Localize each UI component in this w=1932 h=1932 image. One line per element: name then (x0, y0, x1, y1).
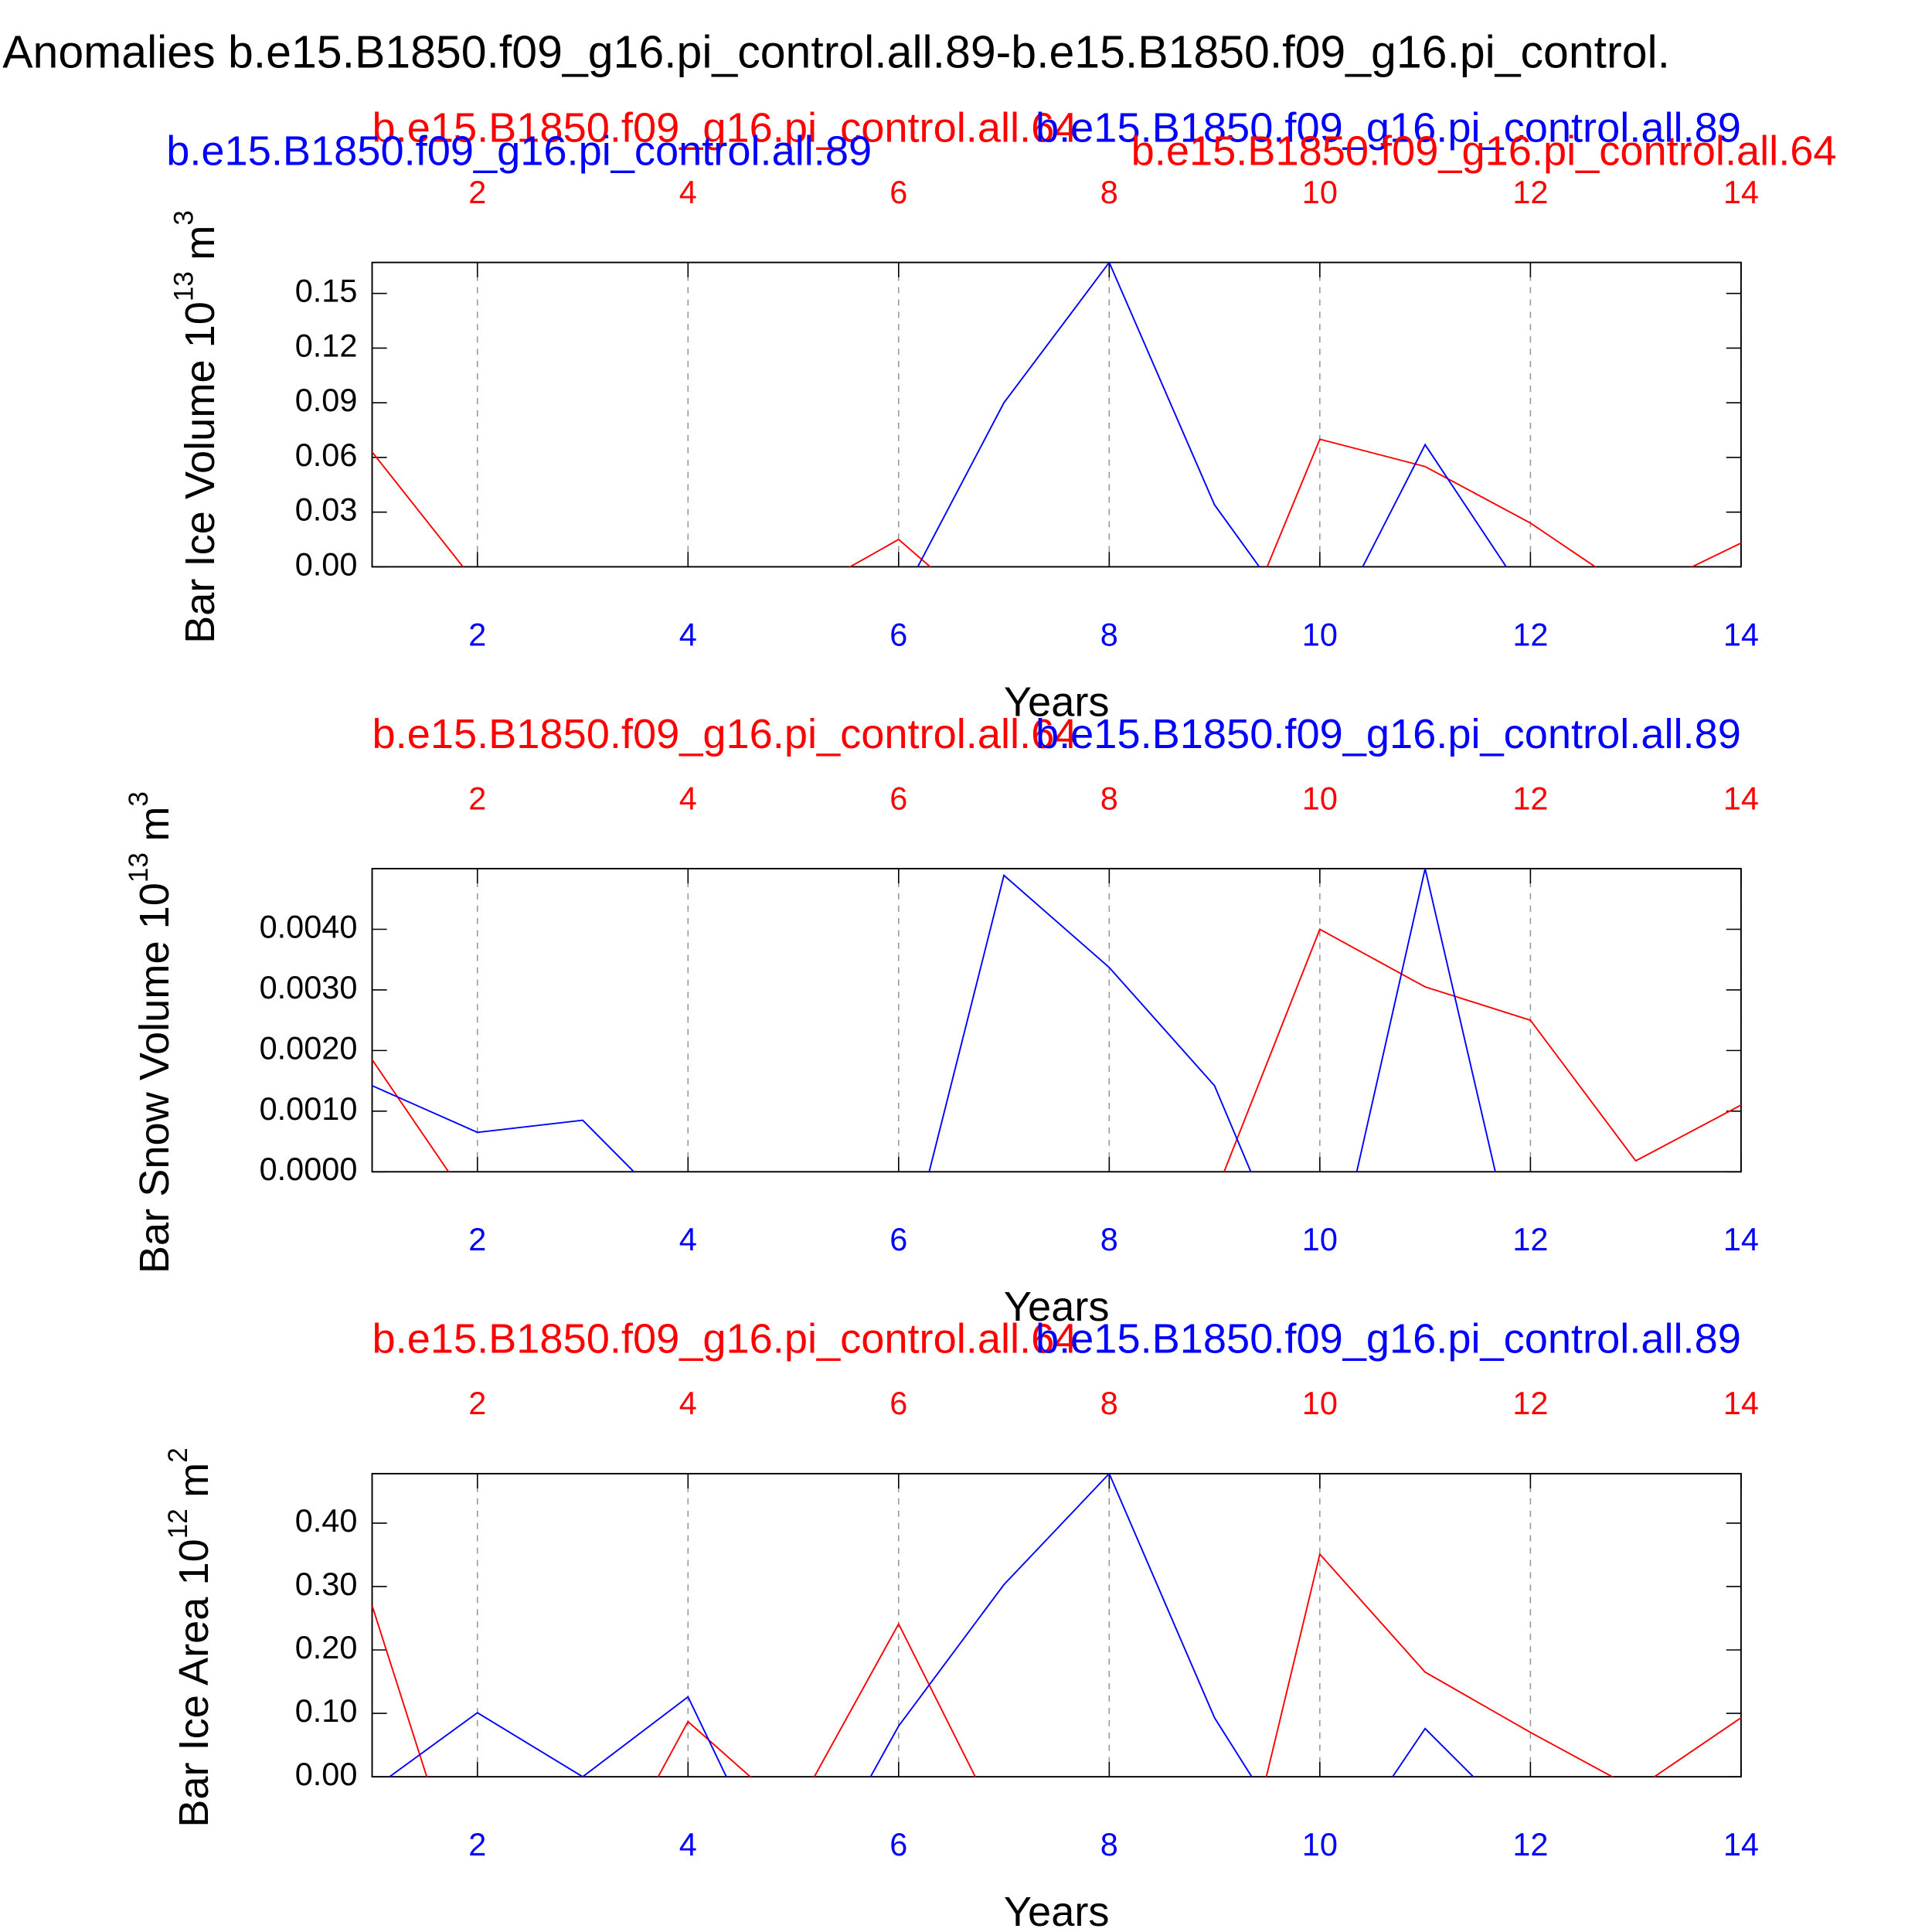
y-tick-label: 0.20 (295, 1629, 358, 1665)
x-tick-label-top: 4 (679, 1385, 697, 1421)
x-tick-label: 4 (679, 1221, 697, 1257)
y-label-exp: 13 (124, 852, 154, 883)
x-tick-label: 10 (1302, 1826, 1338, 1862)
y-label-text: Bar Ice Volume 10 (177, 301, 223, 644)
y-tick-label: 0.15 (295, 273, 358, 309)
series-line (372, 1553, 1741, 1777)
y-label-exp: 13 (169, 271, 199, 301)
x-tick-label-top: 6 (889, 174, 907, 210)
series-line (372, 869, 1496, 1172)
y-label-unit-exp: 3 (124, 791, 154, 807)
y-tick-label: 0.03 (295, 492, 358, 528)
y-tick-label: 0.0010 (260, 1090, 358, 1127)
y-tick-label: 0.12 (295, 327, 358, 363)
x-tick-label: 2 (468, 1221, 486, 1257)
x-tick-label-top: 10 (1302, 174, 1338, 210)
y-tick-label: 0.0020 (260, 1029, 358, 1066)
x-tick-label-top: 2 (468, 780, 486, 816)
x-tick-label: 14 (1723, 1826, 1759, 1862)
series-name: b.e15.B1850.f09_g16.pi_control.all.64 (372, 1316, 1078, 1362)
x-tick-label-top: 8 (1100, 780, 1118, 816)
x-tick-label: 12 (1512, 616, 1548, 652)
x-axis-label: Years (1004, 679, 1110, 725)
x-tick-label-top: 4 (679, 780, 697, 816)
y-tick-label: 0.06 (295, 437, 358, 473)
x-tick-label-top: 12 (1512, 1385, 1548, 1421)
x-tick-label-top: 6 (889, 1385, 907, 1421)
x-tick-label: 2 (468, 1826, 486, 1862)
y-tick-label: 0.30 (295, 1566, 358, 1602)
x-tick-label: 10 (1302, 616, 1338, 652)
series-line (917, 262, 1508, 567)
x-tick-label: 12 (1512, 1221, 1548, 1257)
x-tick-label-top: 10 (1302, 1385, 1338, 1421)
series-line (388, 1473, 1475, 1777)
x-tick-label: 12 (1512, 1826, 1548, 1862)
x-tick-label: 6 (889, 1826, 907, 1862)
x-tick-label: 4 (679, 616, 697, 652)
y-label-unit-exp: 3 (169, 210, 199, 226)
x-tick-label-top: 2 (468, 174, 486, 210)
series-name: b.e15.B1850.f09_g16.pi_control.all.89 (166, 128, 872, 175)
y-tick-label: 0.0040 (260, 908, 358, 944)
series-line (372, 438, 1741, 567)
series-name: b.e15.B1850.f09_g16.pi_control.all.64 (372, 104, 1078, 151)
x-tick-label: 14 (1723, 1221, 1759, 1257)
x-tick-label-top: 8 (1100, 1385, 1118, 1421)
series-name: b.e15.B1850.f09_g16.pi_control.all.64 (1131, 128, 1837, 175)
x-tick-label: 8 (1100, 1221, 1118, 1257)
x-tick-label: 8 (1100, 1826, 1118, 1862)
series-name: b.e15.B1850.f09_g16.pi_control.all.89 (1036, 711, 1741, 757)
y-label-unit: m (171, 1463, 217, 1498)
x-tick-label: 14 (1723, 616, 1759, 652)
x-tick-label: 2 (468, 616, 486, 652)
series-name: b.e15.B1850.f09_g16.pi_control.all.89 (1036, 104, 1741, 151)
x-tick-label-top: 8 (1100, 174, 1118, 210)
y-axis-label: Bar Ice Volume 1013 m3 (169, 210, 223, 644)
y-label-unit-exp: 2 (163, 1447, 193, 1463)
y-tick-label: 0.0030 (260, 969, 358, 1005)
x-tick-label: 10 (1302, 1221, 1338, 1257)
x-tick-label: 4 (679, 1826, 697, 1862)
y-label-text: Bar Snow Volume 10 (131, 883, 178, 1274)
y-axis-label: Bar Snow Volume 1013 m3 (124, 791, 178, 1274)
y-tick-label: 0.10 (295, 1692, 358, 1729)
x-tick-label-top: 6 (889, 780, 907, 816)
x-tick-label: 6 (889, 1221, 907, 1257)
x-axis-label: Years (1004, 1889, 1110, 1932)
y-label-text: Bar Ice Area 10 (171, 1539, 217, 1828)
figure-body: Anomalies b.e15.B1850.f09_g16.pi_control… (2, 26, 1836, 1932)
x-tick-label: 8 (1100, 616, 1118, 652)
x-tick-label-top: 14 (1723, 1385, 1759, 1421)
plot-frame (371, 261, 1742, 568)
y-label-unit: m (131, 807, 178, 842)
x-tick-label-top: 4 (679, 174, 697, 210)
y-tick-label: 0.00 (295, 546, 358, 582)
x-tick-label-top: 12 (1512, 174, 1548, 210)
y-label-unit: m (177, 226, 223, 260)
figure-title: Anomalies b.e15.B1850.f09_g16.pi_control… (2, 26, 1670, 77)
x-tick-label-top: 10 (1302, 780, 1338, 816)
y-tick-label: 0.0000 (260, 1151, 358, 1187)
x-tick-label-top: 14 (1723, 780, 1759, 816)
plot-frame (371, 868, 1742, 1173)
y-tick-label: 0.09 (295, 382, 358, 418)
x-tick-label-top: 2 (468, 1385, 486, 1421)
x-tick-label-top: 12 (1512, 780, 1548, 816)
x-tick-label: 6 (889, 616, 907, 652)
y-axis-label: Bar Ice Area 1012 m2 (163, 1447, 217, 1828)
x-axis-label: Years (1004, 1284, 1110, 1330)
x-tick-label-top: 14 (1723, 174, 1759, 210)
series-line (372, 928, 1741, 1172)
series-name: b.e15.B1850.f09_g16.pi_control.all.64 (372, 711, 1078, 757)
plot-frame (371, 1472, 1742, 1778)
y-tick-label: 0.40 (295, 1502, 358, 1539)
y-tick-label: 0.00 (295, 1756, 358, 1792)
y-label-exp: 12 (163, 1509, 193, 1539)
series-name: b.e15.B1850.f09_g16.pi_control.all.89 (1036, 1316, 1741, 1362)
